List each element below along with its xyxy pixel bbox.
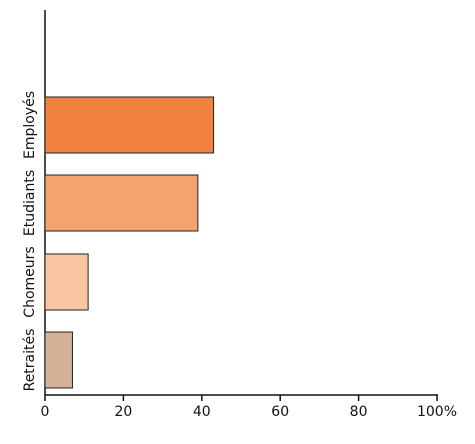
y-tick-label: Etudiants	[22, 170, 38, 236]
x-tick-label: 100%	[417, 404, 457, 420]
bar	[44, 331, 73, 389]
bar	[44, 253, 89, 311]
y-tick-label: Chomeurs	[22, 246, 38, 317]
x-tick-label: 0	[41, 404, 50, 420]
x-tick-label: 60	[271, 404, 289, 420]
y-tick-label: Employés	[22, 91, 38, 159]
bar	[44, 174, 199, 232]
bar	[44, 96, 215, 154]
x-tick-label: 40	[193, 404, 211, 420]
x-tick-label: 80	[350, 404, 368, 420]
y-tick-label: Retraités	[22, 329, 38, 392]
x-tick-label: 20	[114, 404, 132, 420]
